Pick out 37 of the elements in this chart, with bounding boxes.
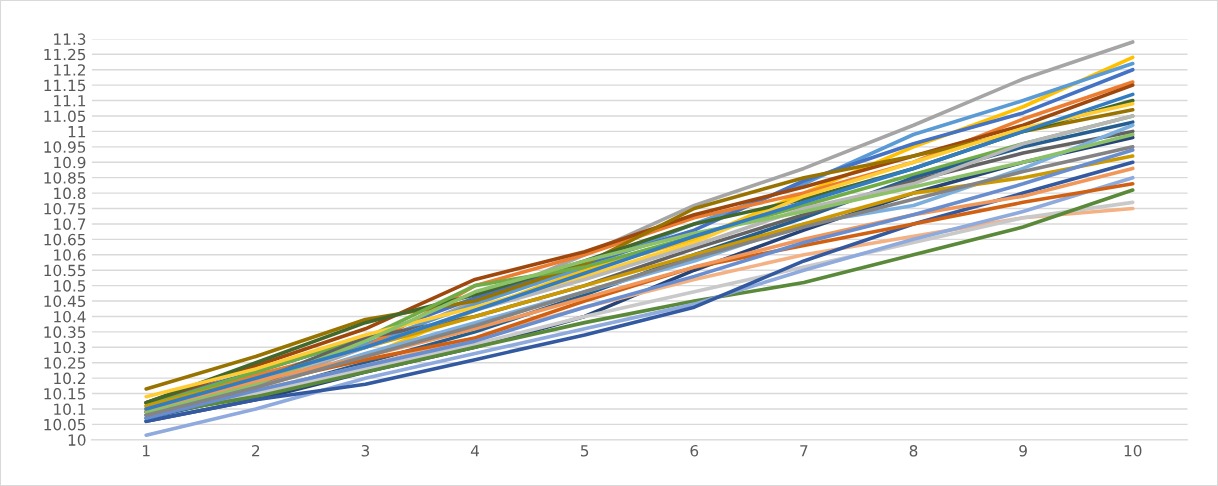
x-tick-label: 7 <box>800 445 808 457</box>
y-tick-label: 10.95 <box>44 141 86 153</box>
y-tick-label: 10.25 <box>44 357 86 369</box>
y-tick-label: 10.85 <box>44 172 86 184</box>
y-tick-label: 10.55 <box>44 264 86 277</box>
x-tick-label: 1 <box>142 445 150 457</box>
y-tick-label: 11.3 <box>54 33 86 45</box>
y-tick-label: 10.7 <box>54 218 86 230</box>
y-tick-label: 11.2 <box>54 64 85 76</box>
y-tick-label: 11.25 <box>44 48 86 61</box>
x-tick-label: 9 <box>1019 444 1027 457</box>
x-tick-label: 8 <box>909 444 918 457</box>
x-tick-label: 10 <box>1124 444 1142 457</box>
y-tick-label: 10.3 <box>54 341 86 354</box>
y-tick-label: 10.15 <box>44 388 86 400</box>
y-tick-label: 10.35 <box>44 326 86 338</box>
x-tick-label: 5 <box>580 445 589 457</box>
y-tick-label: 10.5 <box>54 280 86 292</box>
y-tick-label: 10.4 <box>54 310 86 323</box>
y-tick-label: 10 <box>68 434 86 446</box>
y-tick-label: 10.2 <box>54 372 85 385</box>
y-tick-label: 10.1 <box>54 403 86 416</box>
y-tick-label: 10.05 <box>44 418 86 431</box>
y-tick-label: 10.6 <box>54 249 86 261</box>
x-tick-label: 6 <box>690 444 699 457</box>
y-tick-label: 11 <box>68 126 86 138</box>
y-tick-label: 10.8 <box>54 187 86 200</box>
y-tick-label: 10.45 <box>44 295 86 308</box>
y-tick-label: 10.65 <box>44 233 86 246</box>
y-tick-label: 11.15 <box>44 79 86 92</box>
y-tick-label: 10.9 <box>54 156 86 169</box>
y-tick-label: 10.75 <box>44 202 86 215</box>
x-tick-label: 2 <box>252 444 260 457</box>
y-tick-label: 11.05 <box>44 110 86 123</box>
x-tick-label: 4 <box>470 445 480 457</box>
y-tick-label: 11.1 <box>54 95 86 107</box>
x-tick-label: 3 <box>361 444 370 457</box>
